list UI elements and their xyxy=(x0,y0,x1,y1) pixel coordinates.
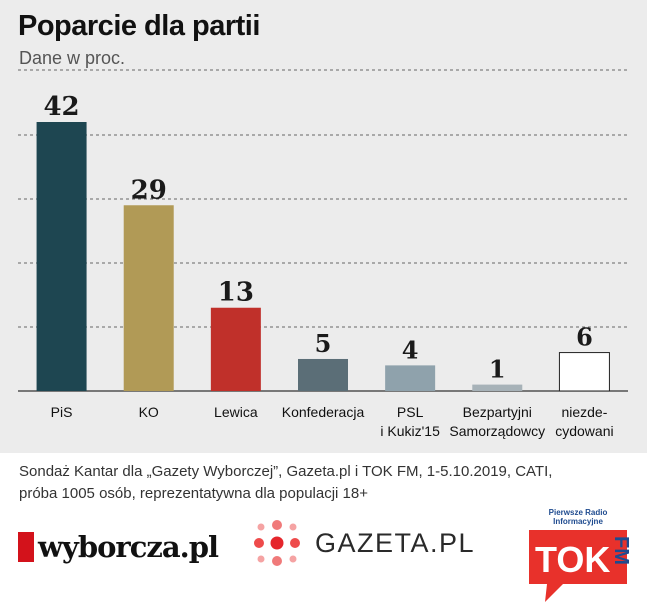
gazeta-dots-icon xyxy=(254,520,300,566)
category-label: niezde- xyxy=(561,404,607,420)
category-label: Bezpartyjni xyxy=(463,404,532,420)
bar xyxy=(385,365,436,391)
category-label: i Kukiz'15 xyxy=(380,423,440,439)
value-label: 5 xyxy=(315,329,332,358)
tok-text: TOK xyxy=(535,539,610,580)
gazeta-logo: GAZETA.PL xyxy=(253,519,475,567)
source-line-1: Sondaż Kantar dla „Gazety Wyborczej”, Ga… xyxy=(19,463,553,480)
category-label: KO xyxy=(139,404,159,420)
value-label: 13 xyxy=(218,278,254,308)
category-label: Lewica xyxy=(214,404,258,420)
chart-subtitle: Dane w proc. xyxy=(19,48,126,68)
wyborcza-red-mark xyxy=(18,532,34,562)
bar xyxy=(298,358,348,391)
bar xyxy=(210,307,261,391)
tokfm-caption: Pierwsze Radio Informacyjne xyxy=(548,508,608,526)
bar-chart: 42 PiS 29 KO 13 Lewica 5 Konfederacja 4 PSL i Kuki… xyxy=(18,69,628,439)
gazeta-logo-text: GAZETA.PL xyxy=(315,527,476,558)
category-label: PiS xyxy=(51,404,73,420)
value-label: 6 xyxy=(576,323,593,352)
wyborcza-logo: wyborcza.pl xyxy=(18,527,219,567)
wyborcza-logo-text: wyborcza.pl xyxy=(38,530,219,564)
category-label: cydowani xyxy=(555,423,613,439)
value-label: 1 xyxy=(489,355,506,384)
fm-text: FM xyxy=(610,536,632,565)
tokfm-badge-icon: TOK FM xyxy=(529,530,632,602)
chart-panel: Poparcie dla partii Dane w proc. 42 PiS 29… xyxy=(0,0,647,453)
category-label: Samorządowcy xyxy=(449,423,545,439)
chart-title: Poparcie dla partii xyxy=(18,10,260,42)
value-label: 4 xyxy=(402,335,419,364)
bar xyxy=(558,352,610,392)
value-label: 42 xyxy=(43,92,79,122)
value-label: 29 xyxy=(131,175,167,205)
source-line-2: próba 1005 osób, reprezentatywna dla pop… xyxy=(19,485,368,502)
bar xyxy=(123,205,174,391)
bar xyxy=(36,122,87,391)
tokfm-logo: Pierwsze Radio Informacyjne TOK FM xyxy=(523,508,633,611)
source-note: Sondaż Kantar dla „Gazety Wyborczej”, Ga… xyxy=(19,461,629,505)
category-label: Konfederacja xyxy=(282,404,365,420)
bar xyxy=(472,384,523,391)
category-label: PSL xyxy=(397,404,424,420)
